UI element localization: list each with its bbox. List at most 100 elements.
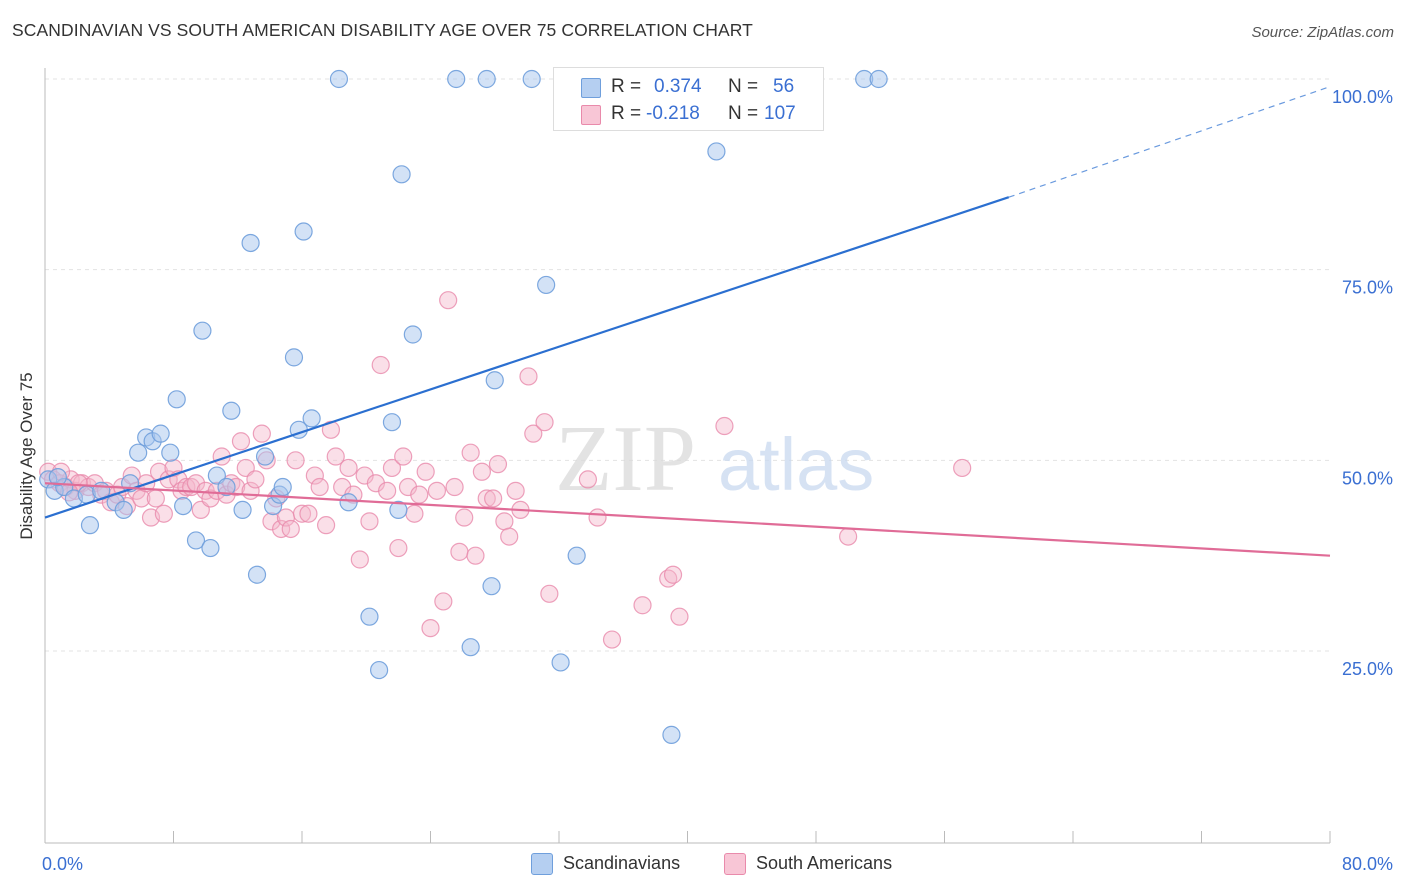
- legend-n-label: N =: [728, 103, 759, 124]
- south-american-point: [310, 477, 329, 497]
- scandinavian-point: [114, 500, 133, 520]
- south-american-point: [252, 424, 271, 443]
- south-american-point: [633, 596, 652, 615]
- grid-lines: [45, 78, 1330, 652]
- scandinavian-point: [869, 69, 888, 89]
- south-american-point: [488, 455, 508, 474]
- south-american-point: [953, 458, 972, 478]
- y-tick-label: 100.0%: [1332, 87, 1393, 107]
- watermark-atlas: atlas: [718, 423, 874, 506]
- scandinavian-point: [461, 638, 480, 657]
- south-american-point: [416, 462, 435, 481]
- south-americans-trend-line: [44, 482, 1331, 557]
- south-american-point: [378, 481, 397, 500]
- correlation-legend: R = 0.374 N = 56 R = -0.218 N = 107: [553, 67, 824, 131]
- trend-lines: [44, 86, 1331, 557]
- scandinavian-point: [80, 516, 100, 535]
- scandinavian-point: [201, 538, 220, 558]
- scandinavian-point: [485, 371, 504, 390]
- legend-label: Scandinavians: [563, 853, 681, 873]
- legend-r-value: 0.374: [654, 76, 702, 97]
- south-american-point: [394, 447, 413, 466]
- y-tick-label: 75.0%: [1342, 278, 1393, 298]
- legend-label: South Americans: [756, 853, 893, 873]
- scandinavian-point: [329, 69, 349, 89]
- scandinavian-point: [294, 222, 313, 241]
- chart-title: SCANDINAVIAN VS SOUTH AMERICAN DISABILIT…: [12, 20, 753, 40]
- watermark: ZIP atlas: [555, 407, 874, 511]
- y-tick-label: 25.0%: [1342, 659, 1393, 679]
- scandinavian-point: [174, 496, 193, 516]
- scandinavian-point: [255, 447, 275, 466]
- y-axis-label: Disability Age Over 75: [17, 372, 36, 540]
- south-american-point: [663, 565, 683, 584]
- scandinavian-point: [392, 165, 411, 184]
- legend-n-label: N =: [728, 76, 759, 97]
- south-american-point: [670, 607, 689, 626]
- south-american-point: [382, 458, 402, 478]
- legend-swatch-blue: [581, 78, 601, 98]
- south-american-point: [286, 451, 305, 470]
- south-american-point: [495, 512, 514, 531]
- scandinavian-point: [567, 546, 586, 565]
- legend-swatch-pink: [581, 105, 601, 125]
- south-american-point: [339, 458, 358, 478]
- scandinavian-point: [193, 321, 212, 340]
- scandinavian-point: [339, 493, 358, 512]
- x-tick-label: 80.0%: [1342, 854, 1393, 874]
- south-american-point: [445, 477, 464, 497]
- south-american-point: [540, 584, 559, 603]
- south-american-point: [305, 466, 324, 485]
- scandinavian-point: [161, 443, 180, 462]
- south-american-point: [602, 630, 622, 649]
- scandinavian-point: [247, 565, 267, 584]
- south-american-point: [321, 420, 341, 439]
- scandinavian-point: [389, 500, 408, 520]
- south-american-point: [506, 481, 525, 500]
- scandinavian-point: [360, 607, 379, 626]
- south-american-point: [272, 519, 291, 539]
- south-american-point: [326, 447, 345, 466]
- legend-swatch-pink: [724, 853, 746, 875]
- south-american-point: [316, 516, 336, 535]
- scandinavian-point: [273, 477, 292, 497]
- south-american-point: [588, 508, 607, 527]
- tick-labels: 25.0% 50.0% 75.0% 100.0% 0.0% 80.0%: [42, 87, 1393, 874]
- south-american-point: [427, 481, 447, 500]
- scandinavian-point: [477, 69, 496, 89]
- south-american-point: [484, 489, 503, 508]
- scandinavian-point: [302, 409, 321, 428]
- scandinavian-point: [186, 531, 206, 550]
- scandinavians-trend-extension: [1008, 86, 1331, 198]
- south-american-point: [360, 512, 379, 531]
- south-american-point: [466, 546, 485, 565]
- south-american-point: [434, 592, 453, 611]
- south-american-point: [246, 470, 265, 489]
- south-american-point: [299, 504, 318, 523]
- south-american-point: [839, 527, 858, 546]
- scandinavian-point: [482, 577, 501, 596]
- south-american-point: [524, 424, 543, 443]
- legend-r-value: -0.218: [646, 103, 700, 124]
- scandinavian-point: [382, 413, 402, 432]
- south-american-point: [371, 355, 390, 375]
- south-american-point: [231, 432, 251, 451]
- scandinavian-point: [151, 424, 170, 443]
- south-american-point: [461, 443, 480, 462]
- south-american-point: [715, 416, 734, 436]
- south-american-point: [154, 504, 173, 523]
- scandinavian-point: [522, 69, 541, 89]
- south-american-point: [350, 550, 369, 569]
- south-american-point: [500, 527, 519, 546]
- south-american-point: [450, 542, 469, 561]
- x-tick-label: 0.0%: [42, 854, 83, 874]
- axes: [44, 68, 1331, 844]
- south-american-point: [477, 489, 496, 508]
- scandinavian-point: [370, 660, 389, 680]
- south-american-point: [405, 504, 424, 523]
- south-american-point: [472, 462, 491, 481]
- scandinavian-point: [551, 653, 570, 672]
- scandinavian-point: [662, 725, 681, 744]
- scandinavians-points: [39, 69, 888, 744]
